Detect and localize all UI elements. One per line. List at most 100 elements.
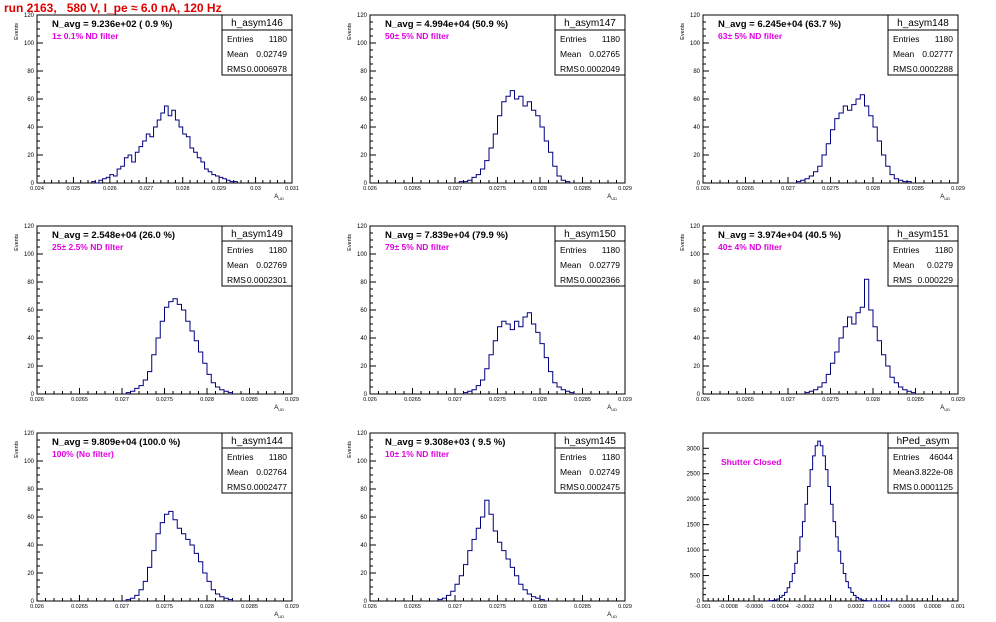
histogram-bin — [216, 176, 220, 183]
y-tick-label: 100 — [690, 252, 701, 258]
histogram-bin — [873, 327, 877, 394]
panel-h_asym149: 0 20 40 60 80 100 120 0.026 0.0265 0.027 0.0275 0.0… — [14, 224, 299, 412]
x-tick-label: -0.0008 — [719, 604, 738, 610]
histogram-bin — [899, 387, 903, 394]
histogram-bin — [447, 595, 451, 601]
x-tick-label: 0.028 — [533, 604, 547, 610]
x-tick-label: -0.0004 — [770, 604, 789, 610]
y-tick-label: 60 — [360, 515, 367, 521]
histogram-bin — [506, 324, 510, 394]
stats-value-mean: 0.02765 — [589, 49, 620, 59]
histogram-line — [125, 298, 233, 394]
y-tick-label: 20 — [360, 153, 367, 159]
y-tick-label: 500 — [690, 574, 701, 580]
x-tick-label: 0.0285 — [574, 186, 591, 192]
y-tick-label: 100 — [690, 41, 701, 47]
stats-label-rms: RMS — [227, 275, 246, 285]
histogram-bin — [510, 567, 514, 601]
x-tick-label: 0.0006 — [899, 604, 916, 610]
histogram-bin — [515, 576, 519, 601]
x-tick-label: 0.029 — [212, 186, 226, 192]
y-tick-label: 60 — [27, 97, 34, 103]
panel-h_asym144: 0 20 40 60 80 100 120 0.026 0.0265 0.027 0.0275 0.0… — [14, 431, 299, 619]
stats-box — [554, 432, 626, 494]
histogram-bin — [481, 517, 485, 601]
histogram-bin — [168, 116, 172, 183]
filter-label: 10± 1% ND filter — [385, 449, 450, 459]
x-tick-label: 0.0275 — [822, 186, 839, 192]
x-axis-title: AUD — [274, 612, 284, 619]
histogram-bin — [121, 166, 125, 183]
stats-label-rms: RMS — [227, 482, 246, 492]
x-tick-label: 0.026 — [363, 604, 377, 610]
histogram-bin — [557, 387, 561, 394]
y-tick-label: 3000 — [687, 446, 701, 452]
y-tick-label: 80 — [27, 280, 34, 286]
histogram-bin — [177, 528, 181, 601]
histogram-bin — [148, 372, 152, 394]
histogram-bin — [852, 105, 856, 183]
histogram-bin — [523, 317, 527, 394]
y-tick-label: 100 — [24, 41, 35, 47]
y-tick-label: 20 — [693, 153, 700, 159]
histogram-bin — [856, 313, 860, 394]
histogram-bin — [199, 562, 203, 601]
y-tick-label: 0 — [31, 392, 35, 398]
stats-label-entries: Entries — [893, 245, 919, 255]
histogram-bin — [124, 158, 128, 183]
navg-label: N_avg = 9.308e+03 ( 9.5 %) — [385, 437, 505, 448]
x-tick-label: 0.025 — [67, 186, 81, 192]
y-tick-label: 80 — [360, 69, 367, 75]
histogram-bin — [825, 470, 828, 601]
x-tick-label: 0.0285 — [574, 397, 591, 403]
navg-label: N_avg = 2.548e+04 (26.0 %) — [52, 230, 175, 241]
histogram-bin — [207, 374, 211, 394]
histogram-bin — [169, 302, 173, 394]
x-tick-label: 0.0265 — [71, 604, 88, 610]
stats-value-entries: 1180 — [935, 245, 954, 255]
stats-value-mean: -3.822e-08 — [912, 467, 953, 477]
filter-label: Shutter Closed — [721, 457, 781, 467]
y-tick-label: 40 — [360, 336, 367, 342]
y-axis-title: Events — [347, 441, 353, 458]
histogram-bin — [148, 567, 152, 601]
stats-label-mean: Mean — [893, 467, 915, 477]
histogram-line — [463, 312, 575, 394]
histogram-bin — [157, 120, 161, 183]
x-tick-label: 0.0285 — [241, 604, 258, 610]
histogram-bin — [489, 148, 493, 183]
histogram-bin — [160, 523, 164, 601]
histogram-bin — [220, 597, 224, 601]
stats-label-entries: Entries — [560, 452, 586, 462]
histogram-bin — [826, 144, 830, 183]
histogram-bin — [205, 169, 209, 183]
y-tick-label: 100 — [24, 252, 35, 258]
histogram-bin — [165, 514, 169, 601]
histogram-bin — [143, 581, 147, 601]
y-tick-label: 120 — [357, 431, 368, 437]
x-tick-label: 0.026 — [363, 186, 377, 192]
stats-box — [887, 432, 959, 494]
histogram-bin — [839, 338, 843, 394]
stats-label-mean: Mean — [227, 467, 249, 477]
histogram-bin — [540, 127, 544, 183]
x-tick-label: 0.026 — [30, 397, 44, 403]
histogram-bin — [197, 158, 201, 183]
histogram-bin — [175, 120, 179, 183]
x-tick-label: 0.029 — [951, 186, 965, 192]
histogram-bin — [822, 155, 826, 183]
histogram-bin — [818, 166, 822, 183]
stats-label-mean: Mean — [893, 49, 915, 59]
histogram-bin — [860, 307, 864, 394]
histogram-bin — [903, 390, 907, 394]
histogram-bin — [544, 141, 548, 183]
y-tick-label: 40 — [27, 125, 34, 131]
x-tick-label: 0.026 — [103, 186, 117, 192]
stats-value-rms: 0.000229 — [918, 275, 954, 285]
x-tick-label: 0.028 — [533, 186, 547, 192]
x-tick-label: 0.027 — [448, 186, 462, 192]
histogram-bin — [106, 177, 110, 183]
histogram-bin — [154, 127, 158, 183]
y-tick-label: 40 — [360, 125, 367, 131]
